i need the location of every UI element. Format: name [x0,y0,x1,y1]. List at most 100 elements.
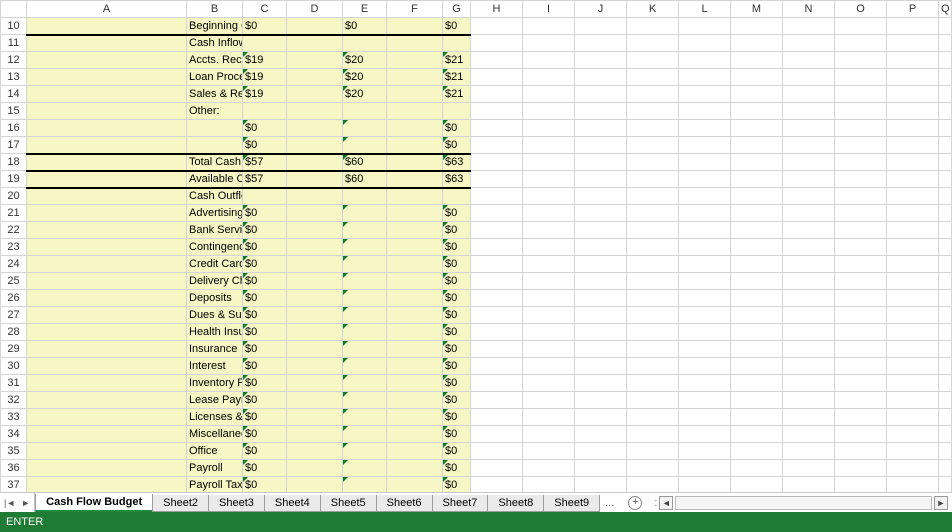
cell[interactable] [679,205,731,222]
cell[interactable] [287,307,343,324]
cell[interactable] [731,426,783,443]
spreadsheet-grid[interactable]: ABCDEFGHIJKLMNOPQ 10Beginning Cash Balan… [0,0,952,492]
cell[interactable] [887,341,939,358]
cell[interactable] [575,341,627,358]
cell[interactable] [939,341,952,358]
row-header[interactable]: 10 [1,18,27,35]
cell[interactable] [387,205,443,222]
cell[interactable] [387,477,443,493]
cell[interactable] [27,307,187,324]
cell[interactable]: $0 [243,477,287,493]
cell[interactable] [835,103,887,120]
cell[interactable] [575,375,627,392]
cell[interactable] [783,324,835,341]
cell[interactable] [387,154,443,171]
column-header[interactable]: G [443,1,471,18]
cell[interactable] [939,222,952,239]
cell[interactable] [939,137,952,154]
cell[interactable] [679,171,731,188]
column-header[interactable]: F [387,1,443,18]
cell[interactable] [887,222,939,239]
cell[interactable] [835,256,887,273]
cell[interactable] [731,154,783,171]
cell[interactable]: Contingencies [187,239,243,256]
cell[interactable] [471,222,523,239]
cell[interactable] [887,324,939,341]
cell[interactable] [783,375,835,392]
cell[interactable] [287,290,343,307]
cell[interactable] [287,256,343,273]
cell[interactable]: $0 [443,341,471,358]
cell[interactable] [835,154,887,171]
cell[interactable] [575,426,627,443]
cell[interactable] [627,205,679,222]
cell[interactable] [731,409,783,426]
cell[interactable] [523,256,575,273]
cell[interactable] [387,358,443,375]
cell[interactable] [523,324,575,341]
cell[interactable] [523,341,575,358]
cell[interactable] [523,52,575,69]
cell[interactable] [27,477,187,493]
cell[interactable] [679,69,731,86]
cell[interactable] [523,290,575,307]
cell[interactable]: Available Cash Balance [187,171,243,188]
cell[interactable] [887,477,939,493]
cell[interactable] [523,307,575,324]
cell[interactable]: $57 [243,171,287,188]
cell[interactable] [471,324,523,341]
cell[interactable] [287,273,343,290]
row-header[interactable]: 17 [1,137,27,154]
cell[interactable] [835,290,887,307]
cell[interactable] [887,188,939,205]
cell[interactable] [887,205,939,222]
cell[interactable] [343,35,387,52]
cell[interactable]: $0 [243,324,287,341]
cell[interactable] [627,222,679,239]
cell[interactable]: $0 [243,222,287,239]
cell[interactable] [523,137,575,154]
cell[interactable] [731,358,783,375]
cell[interactable] [783,477,835,493]
cell[interactable] [627,256,679,273]
cell[interactable]: $0 [443,307,471,324]
tabs-more[interactable]: ... [599,497,620,509]
cell[interactable]: $0 [443,358,471,375]
cell[interactable]: $60 [343,171,387,188]
cell[interactable] [731,171,783,188]
cell[interactable] [343,103,387,120]
cell[interactable] [27,460,187,477]
cell[interactable] [27,409,187,426]
cell[interactable] [627,86,679,103]
cell[interactable] [679,154,731,171]
cell[interactable] [287,154,343,171]
cell[interactable] [343,426,387,443]
row-header[interactable]: 20 [1,188,27,205]
cell[interactable] [835,205,887,222]
cell[interactable] [887,103,939,120]
cell[interactable] [627,341,679,358]
cell[interactable] [783,358,835,375]
cell[interactable]: Interest [187,358,243,375]
column-header[interactable]: J [575,1,627,18]
cell[interactable] [387,222,443,239]
cell[interactable] [783,103,835,120]
cell[interactable] [471,273,523,290]
column-headers[interactable]: ABCDEFGHIJKLMNOPQ [1,1,952,18]
cell[interactable] [679,120,731,137]
cell[interactable] [835,35,887,52]
cell[interactable] [387,86,443,103]
cell[interactable] [343,307,387,324]
cell[interactable] [835,426,887,443]
cell[interactable]: $0 [243,375,287,392]
cell[interactable] [387,69,443,86]
cell[interactable] [731,256,783,273]
cell[interactable] [835,341,887,358]
cell[interactable] [679,188,731,205]
cell[interactable] [731,392,783,409]
cell[interactable] [731,477,783,493]
row-header[interactable]: 16 [1,120,27,137]
cell[interactable] [471,443,523,460]
cell[interactable] [287,69,343,86]
cell[interactable] [523,154,575,171]
